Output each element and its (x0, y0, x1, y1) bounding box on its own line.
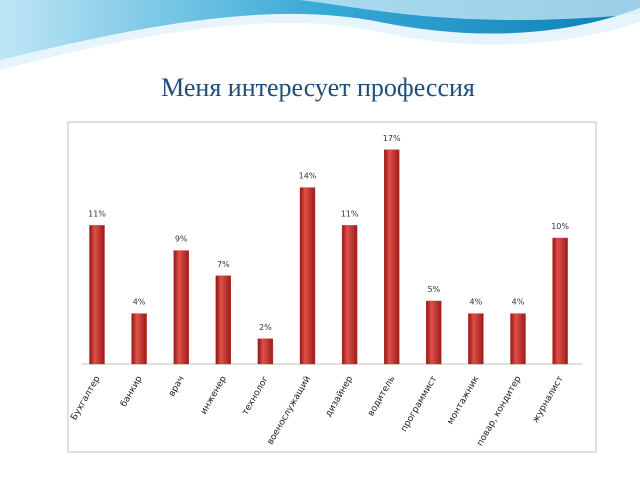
value-label: 7% (217, 260, 230, 269)
value-label: 5% (427, 285, 440, 294)
bar (299, 187, 316, 365)
value-label: 10% (551, 222, 569, 231)
bar (257, 338, 274, 365)
bar (215, 275, 232, 365)
value-label: 2% (259, 323, 272, 332)
chart-title: Меня интересует профессия (161, 73, 475, 102)
bar (552, 237, 568, 365)
value-label: 14% (299, 172, 317, 181)
value-label: 9% (175, 235, 188, 244)
bar (510, 313, 526, 365)
bar (426, 300, 442, 365)
value-label: 11% (88, 209, 106, 218)
bar (341, 225, 358, 365)
decor-wave-top (300, 0, 640, 20)
bar (89, 225, 105, 365)
bar (173, 250, 189, 365)
bar (384, 149, 400, 365)
bar (468, 313, 484, 365)
value-label: 4% (470, 298, 483, 307)
chart-frame (67, 121, 597, 453)
value-label: 4% (512, 298, 525, 307)
value-label: 17% (383, 134, 401, 143)
decor-wave-light (0, 8, 640, 70)
bar (131, 313, 147, 365)
value-label: 11% (341, 209, 359, 218)
value-label: 4% (133, 298, 146, 307)
